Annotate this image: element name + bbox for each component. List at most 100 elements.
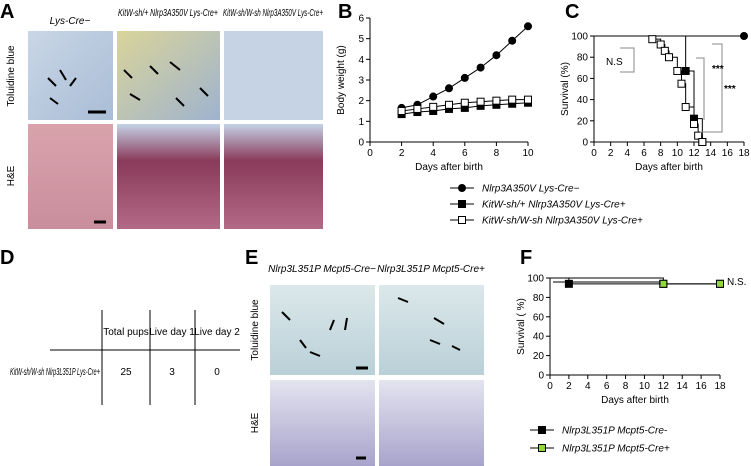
image [379, 285, 484, 375]
table-rules [50, 310, 240, 405]
table-header: Live day 1 [149, 327, 195, 338]
y-tick-label: 20 [533, 351, 545, 362]
y-tick-label: 2 [358, 96, 364, 107]
x-tick-label: 10 [639, 381, 651, 392]
x-tick-label: 6 [462, 148, 468, 159]
x-tick-label: 2 [608, 148, 614, 159]
x-tick-label: 12 [688, 148, 700, 159]
legend-label: Nlrp3L351P Mcpt5-Cre+ [562, 444, 670, 455]
x-axis-label: Days after birth [635, 162, 703, 173]
legend-label: KitW-sh/+ Nlrp3A350V Lys-Cre+ [482, 200, 626, 211]
marker [458, 216, 466, 224]
x-tick-label: 14 [677, 381, 689, 392]
x-tick-label: 10 [672, 148, 684, 159]
marker [681, 66, 690, 75]
image [224, 124, 323, 229]
y-tick-label: 0 [538, 371, 544, 382]
column-label: KitW-sh/+ Nlrp3A350V Lys-Cre+ [118, 8, 218, 19]
panel-letter: E [245, 247, 258, 269]
table-header: Total pups [103, 327, 149, 338]
table-row-label: KitW-sh/W-sh Nlrp3L351P Lys-Cre+ [10, 367, 100, 378]
x-tick-label: 12 [658, 381, 670, 392]
micrographs-e [270, 285, 484, 466]
x-tick-label: 0 [367, 148, 373, 159]
marker [538, 426, 546, 434]
marker [458, 200, 466, 208]
annotation: *** [712, 64, 724, 75]
bracket [700, 43, 723, 133]
marker [445, 100, 453, 109]
marker [740, 32, 748, 40]
survival-curve [594, 35, 703, 142]
annotation: N.S [606, 57, 623, 68]
image [270, 380, 375, 466]
arrows [47, 61, 209, 107]
row-label: Toluidine blue [250, 299, 261, 361]
panel-letter: A [0, 1, 14, 23]
marker [690, 119, 698, 128]
y-axis-label: Body weight (g) [336, 45, 347, 114]
table-header: Live day 2 [194, 327, 240, 338]
marker [659, 279, 668, 288]
y-tick-label: 40 [577, 95, 589, 106]
image [28, 124, 113, 229]
marker [524, 95, 532, 104]
x-tick-label: 2 [566, 381, 572, 392]
marker [538, 444, 546, 452]
x-tick-label: 10 [522, 148, 534, 159]
x-tick-label: 16 [722, 148, 734, 159]
marker [673, 66, 682, 75]
marker [476, 97, 485, 106]
panel-letter: F [520, 247, 532, 269]
x-tick-label: 18 [738, 148, 750, 159]
marker [476, 63, 485, 72]
marker [716, 279, 724, 288]
chart: 0 20 40 60 80 100 0 2 4 6 8 10 12 14 16 18 Survival ( %)… [516, 274, 726, 407]
x-tick-label: 4 [585, 381, 591, 392]
table-cell: 3 [169, 367, 175, 378]
annotation: *** [724, 84, 736, 95]
marker [524, 22, 532, 31]
x-tick-label: 16 [696, 381, 708, 392]
marker [429, 92, 438, 101]
y-tick-label: 100 [571, 32, 588, 43]
column-label: Nlrp3L351P Mcpt5-Cre− [268, 264, 376, 275]
image [28, 31, 113, 120]
bracket [553, 281, 661, 285]
x-axis-label: Days after birth [415, 162, 483, 173]
marker [694, 131, 703, 140]
panel-letter: B [338, 1, 352, 23]
marker [508, 95, 517, 104]
x-tick-label: 2 [399, 148, 405, 159]
significance: N.S ****** N.S. [553, 43, 746, 288]
marker [508, 36, 517, 45]
y-tick-label: 4 [358, 55, 364, 66]
y-tick-label: 80 [577, 53, 589, 64]
y-tick-label: 0 [358, 138, 364, 149]
x-tick-label: 8 [494, 148, 500, 159]
x-tick-label: 8 [658, 148, 664, 159]
y-tick-label: 20 [577, 116, 589, 127]
x-tick-label: 8 [623, 381, 629, 392]
y-axis-label: Survival ( %) [516, 298, 527, 355]
image [224, 31, 323, 120]
marker [660, 46, 669, 55]
x-tick-label: 4 [625, 148, 631, 159]
marker [698, 138, 707, 146]
row-label: Toluidine blue [6, 45, 17, 107]
x-tick-label: 0 [591, 148, 597, 159]
marker [564, 279, 573, 288]
y-tick-label: 5 [358, 34, 364, 45]
annotation: N.S. [727, 277, 746, 288]
marker [413, 104, 422, 113]
marker [665, 53, 673, 62]
x-tick-label: 14 [705, 148, 717, 159]
chart: 0 1 2 3 4 5 6 0 2 4 6 8 10 Body weight (g) Days after … [336, 14, 534, 174]
row-label: H&E [250, 412, 261, 433]
bracket [620, 47, 635, 73]
marker [648, 35, 657, 44]
marker [460, 98, 469, 107]
y-tick-label: 0 [582, 138, 588, 149]
image [270, 285, 375, 375]
